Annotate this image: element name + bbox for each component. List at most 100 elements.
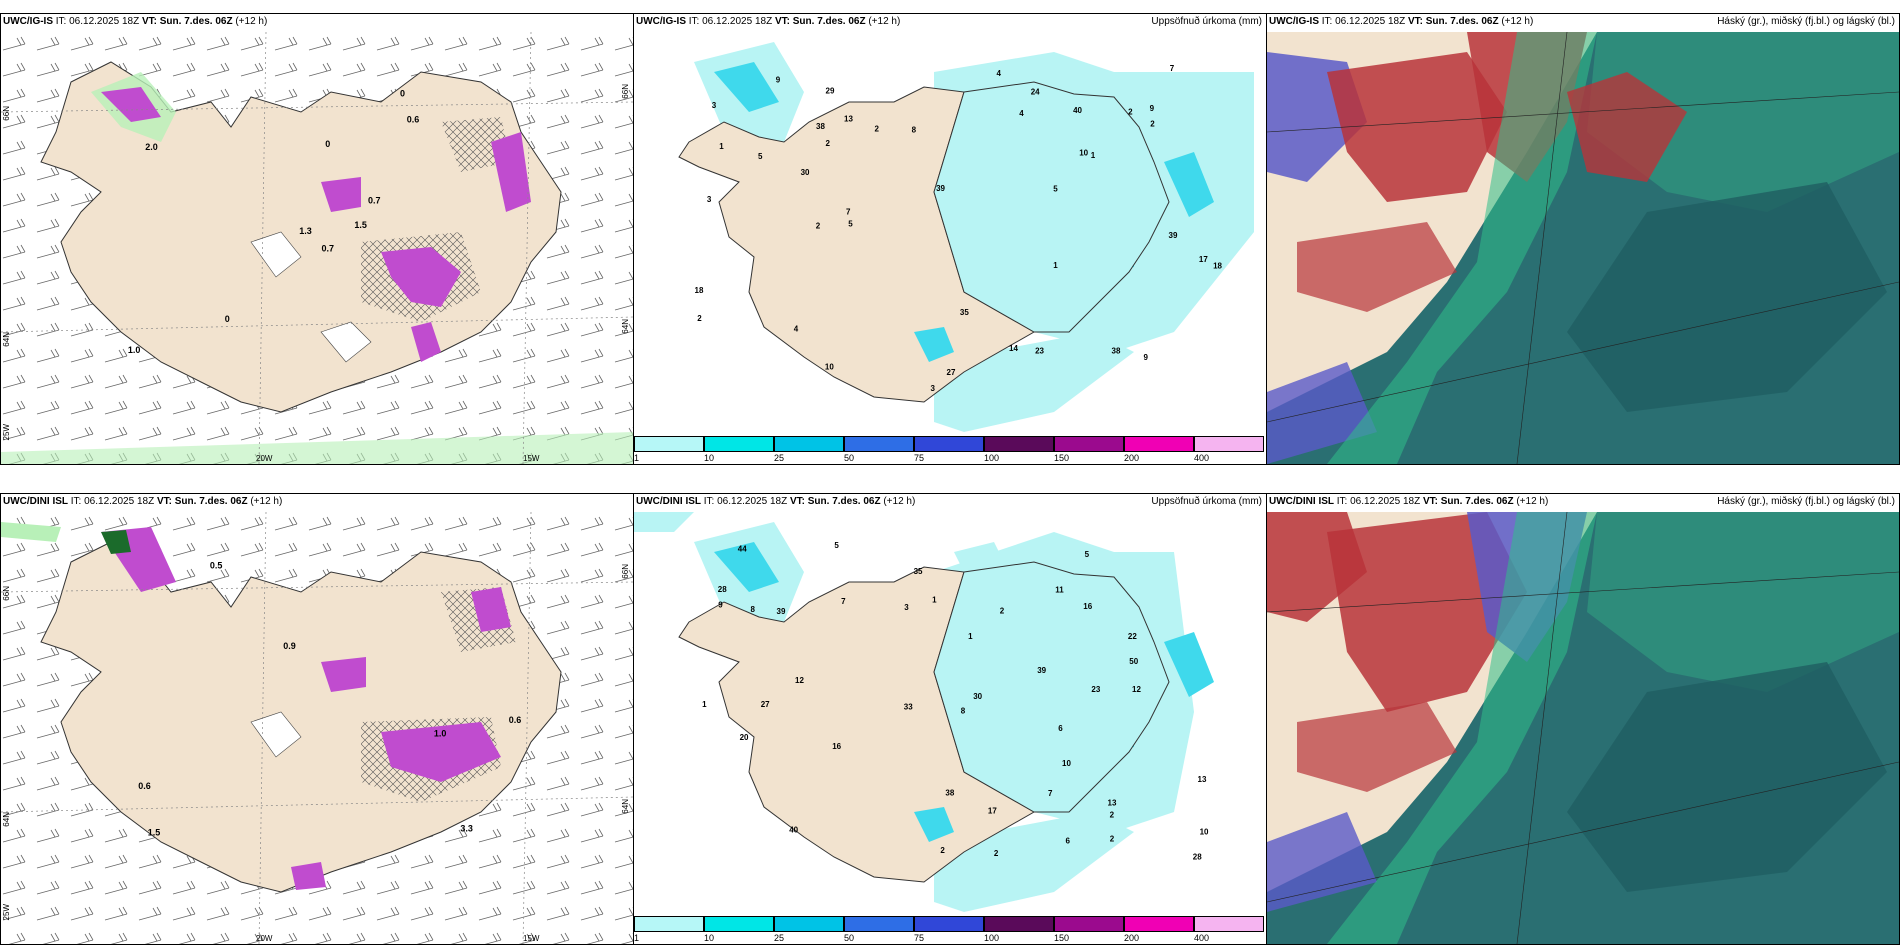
precip-value: 1.5	[148, 828, 161, 838]
precip-value: 5	[1085, 550, 1090, 559]
precip-value: 13	[1108, 798, 1117, 807]
colorbar-swatch	[704, 916, 774, 932]
lat-label-right: 64N	[621, 799, 630, 814]
lat-label: 64N	[2, 332, 11, 347]
precip-title: Uppsöfnuð úrkoma (mm)	[1151, 496, 1262, 507]
precip-value: 2	[1110, 810, 1115, 819]
precip-value: 22	[1128, 632, 1137, 641]
precip-value: 1.3	[299, 226, 312, 236]
precip-value: 35	[960, 308, 969, 317]
colorbar-swatch	[774, 916, 844, 932]
cloud-title: Háský (gr.), miðský (fj.bl.) og lágský (…	[1717, 496, 1895, 507]
panel-row1-wind: UWC/IG-IS IT: 06.12.2025 18Z VT: Sun. 7.…	[0, 13, 634, 465]
precip-title: Uppsöfnuð úrkoma (mm)	[1151, 16, 1262, 27]
precip-value: 17	[988, 807, 997, 816]
precip-value: 39	[1169, 231, 1178, 240]
precip-value: 9	[1150, 104, 1155, 113]
precip-value: 1.0	[128, 345, 141, 355]
precip-value: 0.9	[283, 641, 296, 651]
precip-value: 2	[994, 849, 999, 858]
precip-value: 27	[761, 700, 770, 709]
lon-label: 20W	[256, 454, 273, 463]
colorbar-swatch	[914, 436, 984, 452]
precip-value: 24	[1031, 88, 1040, 97]
precip-value-labels: 1.0 0.6 1.5 0.5 0.9 3.3 0.6	[138, 561, 521, 838]
panel-row1-cloud: UWC/IG-IS IT: 06.12.2025 18Z VT: Sun. 7.…	[1266, 13, 1900, 465]
lat-label-right: 64N	[621, 319, 630, 334]
precip-value: 1.5	[354, 220, 367, 230]
precip-value: 2	[1128, 107, 1133, 116]
precip-value: 16	[1083, 602, 1092, 611]
lat-label-right: 66N	[621, 564, 630, 579]
precip-value: 28	[1193, 853, 1202, 862]
colorbar-swatch	[914, 916, 984, 932]
precip-value: 35	[914, 567, 923, 576]
precip-value: 4	[997, 69, 1002, 78]
precip-value: 12	[795, 676, 804, 685]
precip-value: 13	[1198, 775, 1207, 784]
precip-value: 3	[904, 603, 909, 612]
colorbar-label: 1	[634, 453, 640, 463]
precip-value: 44	[738, 545, 747, 554]
precip-value: 2	[1150, 120, 1155, 129]
precip-value: 16	[832, 742, 841, 751]
precip-value: 0	[325, 139, 330, 149]
cloud-cover-map	[1267, 32, 1899, 464]
precip-value: 0	[400, 89, 405, 99]
panel-row2-precip: UWC/DINI ISL IT: 06.12.2025 18Z VT: Sun.…	[633, 493, 1267, 945]
precip-value: 2	[1110, 835, 1115, 844]
precip-value: 4	[794, 325, 799, 334]
precip-value-labels: 0.7 2.0 1.3 1.0 0.7 0 0 0 0.6 1.5	[128, 89, 419, 356]
colorbar-label: 50	[844, 453, 855, 463]
colorbar-label: 400	[1194, 453, 1210, 463]
precip-value: 2	[875, 124, 880, 133]
panel-header: UWC/DINI ISL IT: 06.12.2025 18Z VT: Sun.…	[3, 496, 283, 507]
colorbar-label: 25	[774, 933, 785, 943]
precip-value: 40	[1073, 106, 1082, 115]
precip-value: 6	[1058, 724, 1063, 733]
panel-header: UWC/DINI ISL IT: 06.12.2025 18Z VT: Sun.…	[1269, 496, 1549, 507]
colorbar-label: 10	[704, 933, 715, 943]
lat-label: 64N	[2, 812, 11, 827]
colorbar-label: 25	[774, 453, 785, 463]
colorbar-swatch	[844, 916, 914, 932]
lat-label: 66N	[2, 106, 11, 121]
colorbar-swatch	[634, 916, 704, 932]
colorbar-label: 150	[1054, 453, 1070, 463]
precip-value: 8	[961, 706, 966, 715]
precip-value: 3.3	[460, 824, 473, 834]
precip-value: 1	[702, 700, 707, 709]
precip-value: 6	[1066, 836, 1071, 845]
precip-value: 23	[1035, 346, 1044, 355]
precip-value: 1	[719, 142, 724, 151]
precip-value: 9	[1144, 353, 1149, 362]
colorbar-swatch	[634, 436, 704, 452]
precip-value: 3	[707, 195, 712, 204]
colorbar-label: 1	[634, 933, 640, 943]
precip-value: 18	[695, 286, 704, 295]
precip-value: 28	[718, 585, 727, 594]
panel-row2-cloud: UWC/DINI ISL IT: 06.12.2025 18Z VT: Sun.…	[1266, 493, 1900, 945]
precip-value: 10	[1062, 759, 1071, 768]
precip-value: 38	[1112, 347, 1121, 356]
colorbar-swatch	[774, 436, 844, 452]
precip-value: 10	[825, 362, 834, 371]
colorbar-label: 100	[984, 453, 1000, 463]
iceland-land	[40, 541, 562, 893]
precip-value: 29	[826, 86, 835, 95]
precip-value: 14	[1009, 344, 1018, 353]
precip-value: 38	[816, 122, 825, 131]
precip-value: 7	[1170, 64, 1175, 73]
precip-value: 2	[940, 846, 945, 855]
lon-label: 15W	[523, 934, 540, 943]
precip-value: 5	[1053, 184, 1058, 193]
precip-value: 11	[1055, 586, 1064, 595]
colorbar-swatch	[1194, 436, 1264, 452]
precip-value: 2	[697, 314, 702, 323]
precip-value: 0.6	[138, 781, 151, 791]
colorbar-swatch	[704, 436, 774, 452]
colorbar-label: 200	[1124, 453, 1140, 463]
colorbar-label: 200	[1124, 933, 1140, 943]
